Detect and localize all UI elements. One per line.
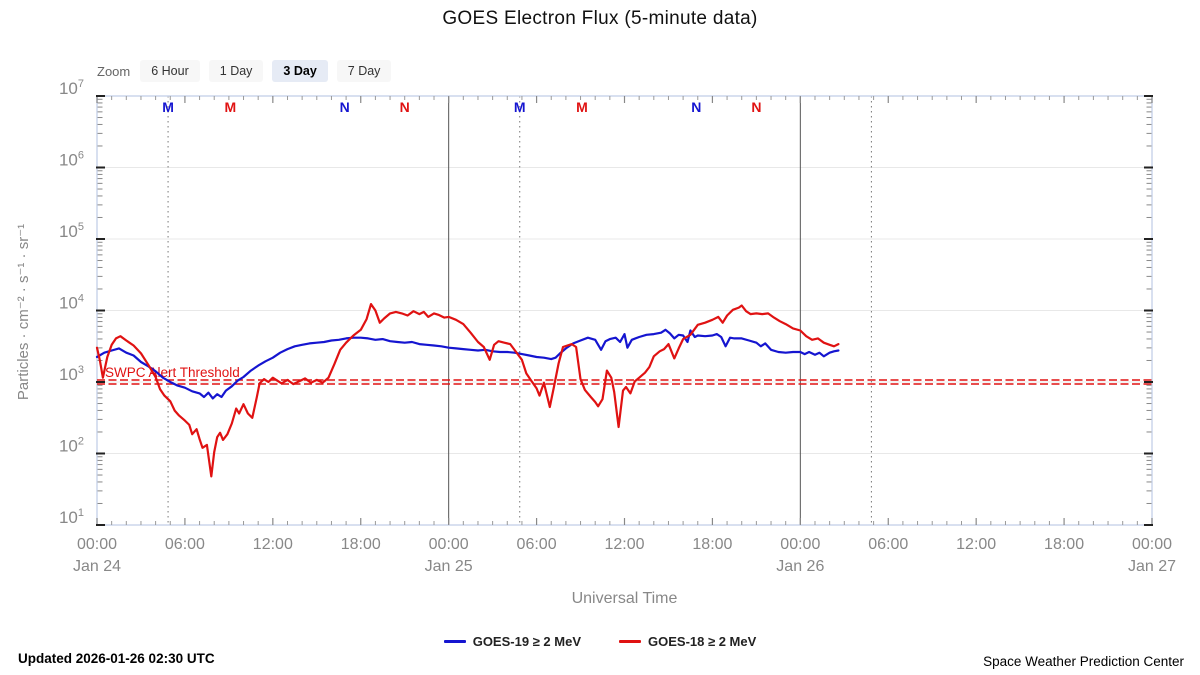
- threshold-label: SWPC Alert Threshold: [105, 365, 240, 380]
- svg-text:06:00: 06:00: [517, 536, 557, 553]
- legend-item-goes19[interactable]: GOES-19 ≥ 2 MeV: [443, 634, 581, 649]
- svg-text:103: 103: [59, 364, 84, 384]
- series-line-0: [95, 328, 840, 400]
- series-line-1: [95, 303, 840, 478]
- legend-item-goes18[interactable]: GOES-18 ≥ 2 MeV: [619, 634, 756, 649]
- zoom-1day-button[interactable]: 1 Day: [208, 60, 264, 82]
- svg-text:Jan 25: Jan 25: [425, 558, 473, 575]
- svg-text:00:00: 00:00: [429, 536, 469, 553]
- svg-text:12:00: 12:00: [604, 536, 644, 553]
- updated-timestamp: Updated 2026-01-26 02:30 UTC: [18, 651, 215, 666]
- event-marker: N: [751, 99, 761, 115]
- event-marker: M: [514, 99, 526, 115]
- x-axis-title: Universal Time: [571, 590, 678, 607]
- goes19-legend-label: GOES-19 ≥ 2 MeV: [472, 634, 581, 649]
- svg-text:00:00: 00:00: [1132, 536, 1172, 553]
- svg-text:101: 101: [59, 507, 84, 527]
- zoom-label: Zoom: [97, 63, 131, 79]
- chart-legend: GOES-19 ≥ 2 MeV GOES-18 ≥ 2 MeV: [0, 634, 1200, 649]
- event-marker: M: [162, 99, 174, 115]
- zoom-7day-button[interactable]: 7 Day: [336, 60, 392, 82]
- zoom-range-controls: Zoom 6 Hour 1 Day 3 Day 7 Day: [97, 60, 392, 82]
- zoom-3day-button[interactable]: 3 Day: [272, 60, 328, 82]
- svg-text:107: 107: [59, 78, 84, 98]
- svg-text:12:00: 12:00: [956, 536, 996, 553]
- svg-text:00:00: 00:00: [77, 536, 117, 553]
- goes18-line-swatch: [619, 640, 641, 643]
- svg-text:06:00: 06:00: [868, 536, 908, 553]
- svg-text:18:00: 18:00: [692, 536, 732, 553]
- zoom-6hour-button[interactable]: 6 Hour: [140, 60, 200, 82]
- svg-text:12:00: 12:00: [253, 536, 293, 553]
- source-attribution: Space Weather Prediction Center: [983, 654, 1184, 669]
- svg-text:102: 102: [59, 436, 84, 456]
- chart-title: GOES Electron Flux (5-minute data): [442, 8, 758, 29]
- svg-text:Jan 24: Jan 24: [73, 558, 121, 575]
- event-marker: M: [576, 99, 588, 115]
- event-marker: N: [400, 99, 410, 115]
- svg-text:106: 106: [59, 150, 84, 170]
- event-marker: N: [691, 99, 701, 115]
- svg-text:Jan 27: Jan 27: [1128, 558, 1176, 575]
- chart-plot-area[interactable]: 107 106 105 104 103 102 101 00:00 06:00 12:00 18:0…: [0, 0, 1200, 590]
- event-marker: M: [225, 99, 237, 115]
- svg-text:18:00: 18:00: [341, 536, 381, 553]
- svg-text:06:00: 06:00: [165, 536, 205, 553]
- svg-text:18:00: 18:00: [1044, 536, 1084, 553]
- y-axis-title: Particles · cm⁻² · s⁻¹ · sr⁻¹: [15, 223, 32, 401]
- goes19-line-swatch: [443, 640, 466, 643]
- svg-text:00:00: 00:00: [780, 536, 820, 553]
- svg-text:105: 105: [59, 221, 84, 241]
- event-marker: N: [340, 99, 350, 115]
- goes18-legend-label: GOES-18 ≥ 2 MeV: [648, 634, 757, 649]
- svg-text:Jan 26: Jan 26: [776, 558, 824, 575]
- svg-text:104: 104: [59, 293, 84, 313]
